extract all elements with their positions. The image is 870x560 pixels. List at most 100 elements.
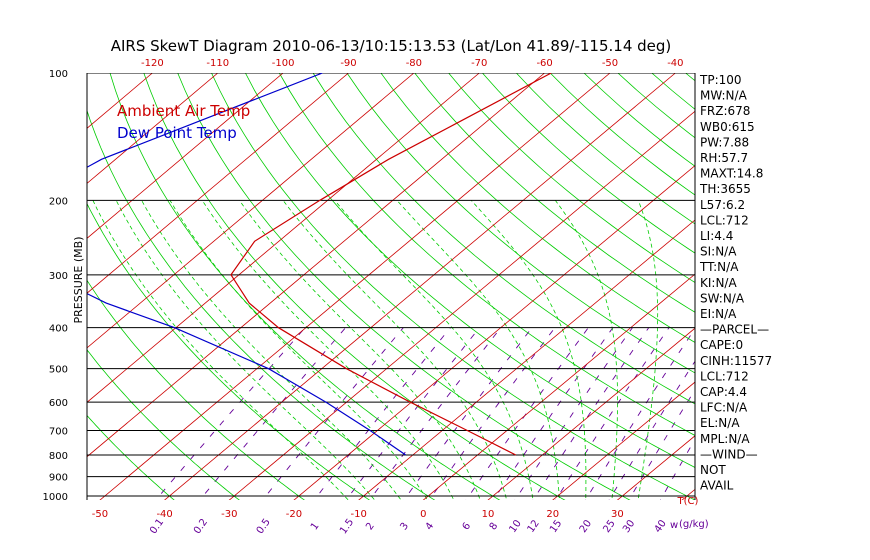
- dry-adiabat: [380, 73, 695, 343]
- pressure-axis: 100 200 300 400 500 600 700 800 900 1000: [43, 69, 68, 503]
- isotherm: [487, 327, 695, 500]
- stat-entry: EI:N/A: [700, 307, 737, 321]
- mixing-ratio-tick-label: 3: [398, 521, 411, 533]
- isotherm: [87, 73, 284, 239]
- stat-entry: —WIND—: [700, 447, 758, 461]
- legend: Ambient Air Temp Dew Point Temp: [117, 102, 250, 142]
- moist-adiabat: [334, 200, 534, 500]
- dry-adiabat: [651, 73, 695, 110]
- isotherm: [87, 73, 349, 294]
- bottom-temp-tick-label: 30: [611, 509, 624, 520]
- dry-adiabat: [278, 73, 695, 436]
- bottom-temp-unit: T(C): [677, 496, 699, 507]
- bottom-temp-tick-label: -30: [221, 509, 237, 520]
- bottom-temp-tick-label: -50: [92, 509, 108, 520]
- series-dew-point-temp: [87, 73, 407, 456]
- legend-dew-point-temp: Dew Point Temp: [117, 124, 237, 142]
- stat-entry: KI:N/A: [700, 276, 737, 290]
- bottom-temp-tick-label: -20: [286, 509, 302, 520]
- mixing-ratio-tick-label: 0.5: [255, 517, 273, 536]
- series-ambient-air-temp: [230, 73, 552, 456]
- top-temp-tick-label: -90: [340, 58, 356, 69]
- isotherm: [87, 73, 219, 184]
- stat-entry: LCL:712: [700, 213, 749, 227]
- pressure-tick-label: 900: [49, 473, 68, 484]
- mixing-ratio-line: [428, 327, 556, 500]
- mixing-ratio-tick-label: 12: [526, 518, 542, 535]
- stat-entry: MAXT:14.8: [700, 167, 763, 181]
- mixing-ratio-line: [155, 327, 306, 500]
- legend-ambient-air-temp: Ambient Air Temp: [117, 102, 250, 120]
- mixing-ratio-tick-label: 15: [548, 518, 564, 535]
- dry-adiabat: [245, 73, 695, 468]
- mixing-ratio-line: [514, 327, 633, 500]
- dry-adiabat: [312, 73, 695, 405]
- pressure-tick-label: 400: [49, 324, 68, 335]
- pressure-tick-label: 100: [49, 69, 68, 80]
- mixing-ratio-tick-label: 1: [309, 521, 322, 533]
- stat-entry: SI:N/A: [700, 245, 737, 259]
- dry-adiabat: [482, 73, 695, 254]
- isotherm: [422, 273, 695, 500]
- bottom-temp-tick-label: -40: [156, 509, 172, 520]
- isotherm: [164, 73, 676, 500]
- pressure-tick-label: 500: [49, 365, 68, 376]
- pressure-tick-label: 700: [49, 426, 68, 437]
- stat-entry: CAPE:0: [700, 338, 743, 352]
- pressure-tick-label: 200: [49, 196, 68, 207]
- mixing-ratio-line: [555, 327, 670, 500]
- isotherm: [806, 73, 870, 505]
- mixing-ratio-tick-label: 10: [508, 518, 524, 535]
- stat-entry: MW:N/A: [700, 89, 748, 103]
- sounding-series: [87, 73, 552, 456]
- moist-adiabat: [169, 200, 428, 500]
- dry-adiabat: [346, 73, 695, 374]
- stat-entry: SW:N/A: [700, 291, 745, 305]
- mixing-ratio-tick-label: 2: [364, 521, 377, 533]
- isotherm: [87, 73, 545, 458]
- dry-adiabat: [211, 73, 695, 500]
- pressure-tick-label: 1000: [43, 492, 68, 503]
- bottom-temperature-axis: -50 -40 -30 -20 -10 0 10 20 30 T(C): [92, 496, 699, 520]
- stat-entry: L57:6.2: [700, 198, 745, 212]
- stat-entry: TT:N/A: [699, 260, 739, 274]
- moist-adiabat: [115, 200, 376, 500]
- bottom-temp-tick-label: 10: [482, 509, 495, 520]
- mixing-ratio-line: [628, 388, 695, 500]
- dry-adiabat: [787, 73, 870, 505]
- dry-adiabat: [87, 349, 240, 500]
- stat-entry: WB0:615: [700, 120, 755, 134]
- dry-adiabat: [414, 73, 695, 313]
- y-axis-label: PRESSURE (MB): [72, 237, 85, 324]
- mixing-ratio-tick-label: 6: [461, 521, 474, 533]
- isotherm: [741, 73, 870, 505]
- dry-adiabat: [821, 73, 870, 505]
- stat-entry: TP:100: [699, 73, 742, 87]
- bottom-temp-tick-label: 0: [420, 509, 426, 520]
- moist-adiabat: [92, 200, 349, 500]
- top-temp-tick-label: -70: [471, 58, 487, 69]
- top-temp-tick-label: -50: [602, 58, 618, 69]
- stat-entry: LFC:N/A: [700, 401, 748, 415]
- isotherm: [0, 73, 22, 505]
- mixing-ratio-unit-prefix: w: [670, 520, 678, 531]
- dry-adiabat: [87, 109, 436, 500]
- moist-adiabat: [282, 200, 508, 500]
- top-temp-tick-label: -120: [141, 58, 164, 69]
- moist-adiabat: [470, 200, 587, 500]
- stat-entry: LCL:712: [700, 369, 749, 383]
- stat-entry: —PARCEL—: [700, 323, 769, 337]
- pressure-tick-label: 800: [49, 451, 68, 462]
- mixing-ratio-line: [313, 327, 451, 500]
- isobar-lines: [87, 73, 695, 497]
- dry-adiabat: [177, 73, 631, 500]
- pressure-tick-label: 600: [49, 398, 68, 409]
- stat-entry: MPL:N/A: [700, 432, 750, 446]
- chart-title: AIRS SkewT Diagram 2010-06-13/10:15:13.5…: [111, 37, 672, 55]
- stat-entry: LI:4.4: [700, 229, 733, 243]
- dry-adiabat: [87, 202, 371, 500]
- dry-adiabat: [448, 73, 695, 284]
- mixing-ratio-tick-label: 4: [424, 521, 437, 533]
- dry-adiabat: [516, 73, 695, 225]
- mixing-ratio-line: [608, 360, 695, 500]
